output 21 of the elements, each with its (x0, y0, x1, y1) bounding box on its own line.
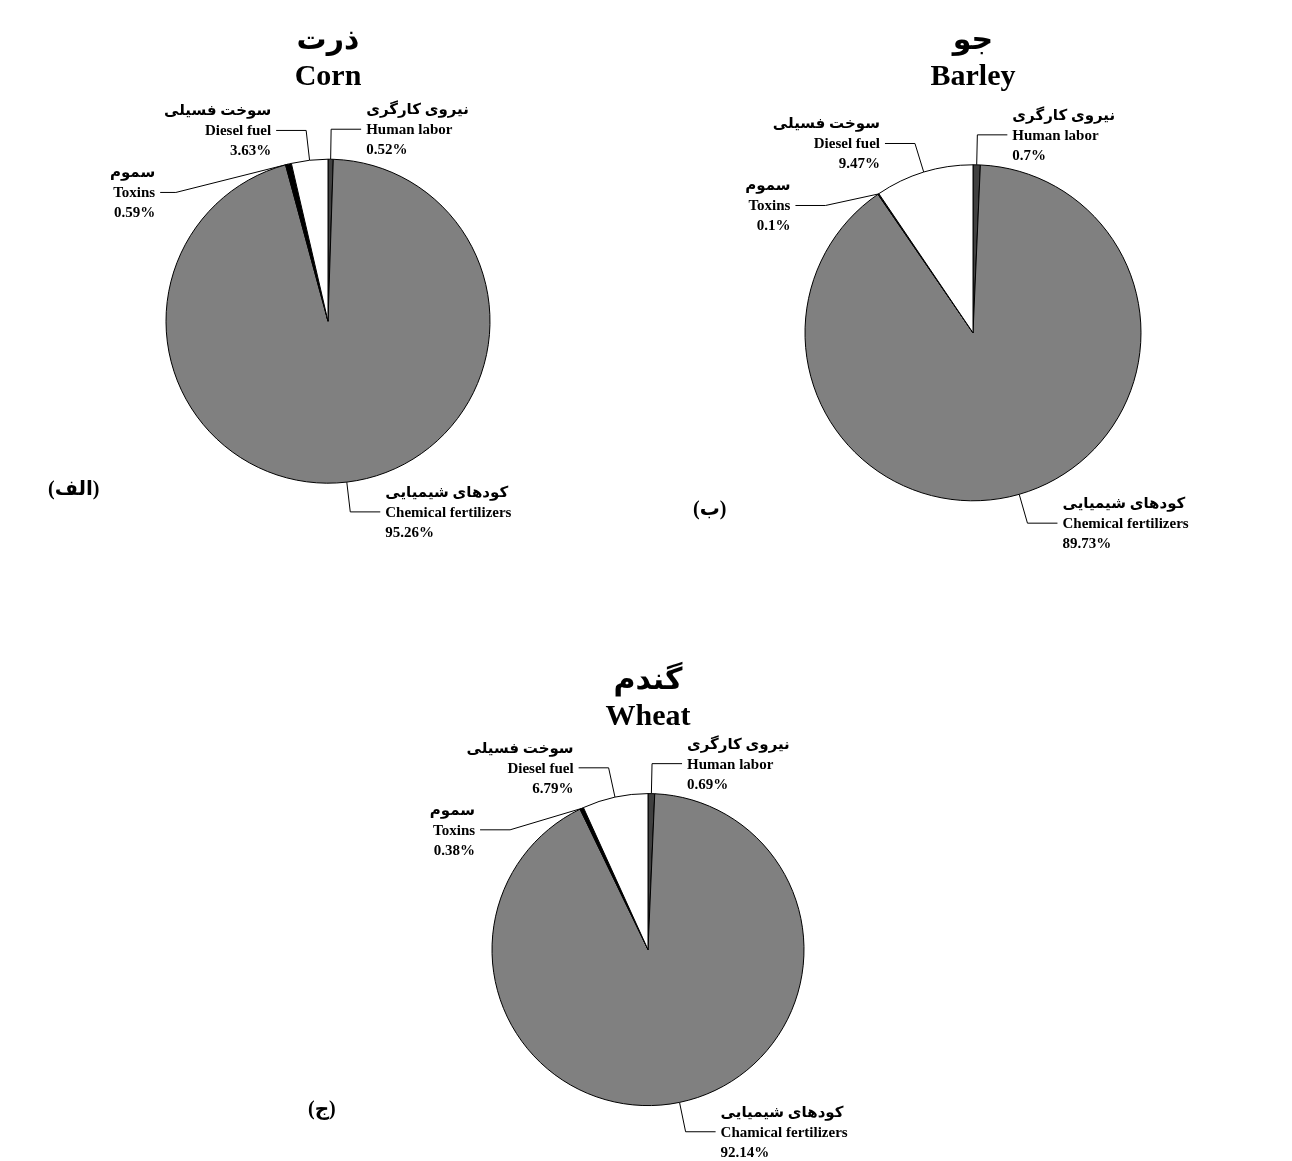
data-label: 0.69% (687, 775, 729, 792)
data-label: 6.79% (532, 779, 574, 796)
data-label: 92.14% (720, 1143, 770, 1160)
data-label: 0.7% (1012, 146, 1047, 163)
data-label: 3.63% (229, 142, 272, 159)
chart-subtitle: Corn (294, 57, 362, 91)
chart-title: ذرت (296, 21, 360, 56)
text: (الف) (48, 477, 100, 500)
data-label: 0.1% (756, 217, 791, 234)
data-label: 0.52% (366, 141, 408, 158)
text: (ب) (693, 497, 727, 520)
text: (ج) (308, 1097, 336, 1120)
chart-subtitle: Barley (930, 57, 1016, 91)
data-label: 95.26% (385, 523, 435, 540)
data-label: 9.47% (838, 155, 880, 172)
data-label: 0.59% (113, 204, 156, 221)
chart-title: جو (950, 21, 994, 56)
chart-title: گندم (613, 660, 684, 697)
data-label: 0.38% (433, 841, 476, 858)
data-label: 89.73% (1062, 535, 1112, 552)
chart-subtitle: Wheat (605, 697, 691, 731)
